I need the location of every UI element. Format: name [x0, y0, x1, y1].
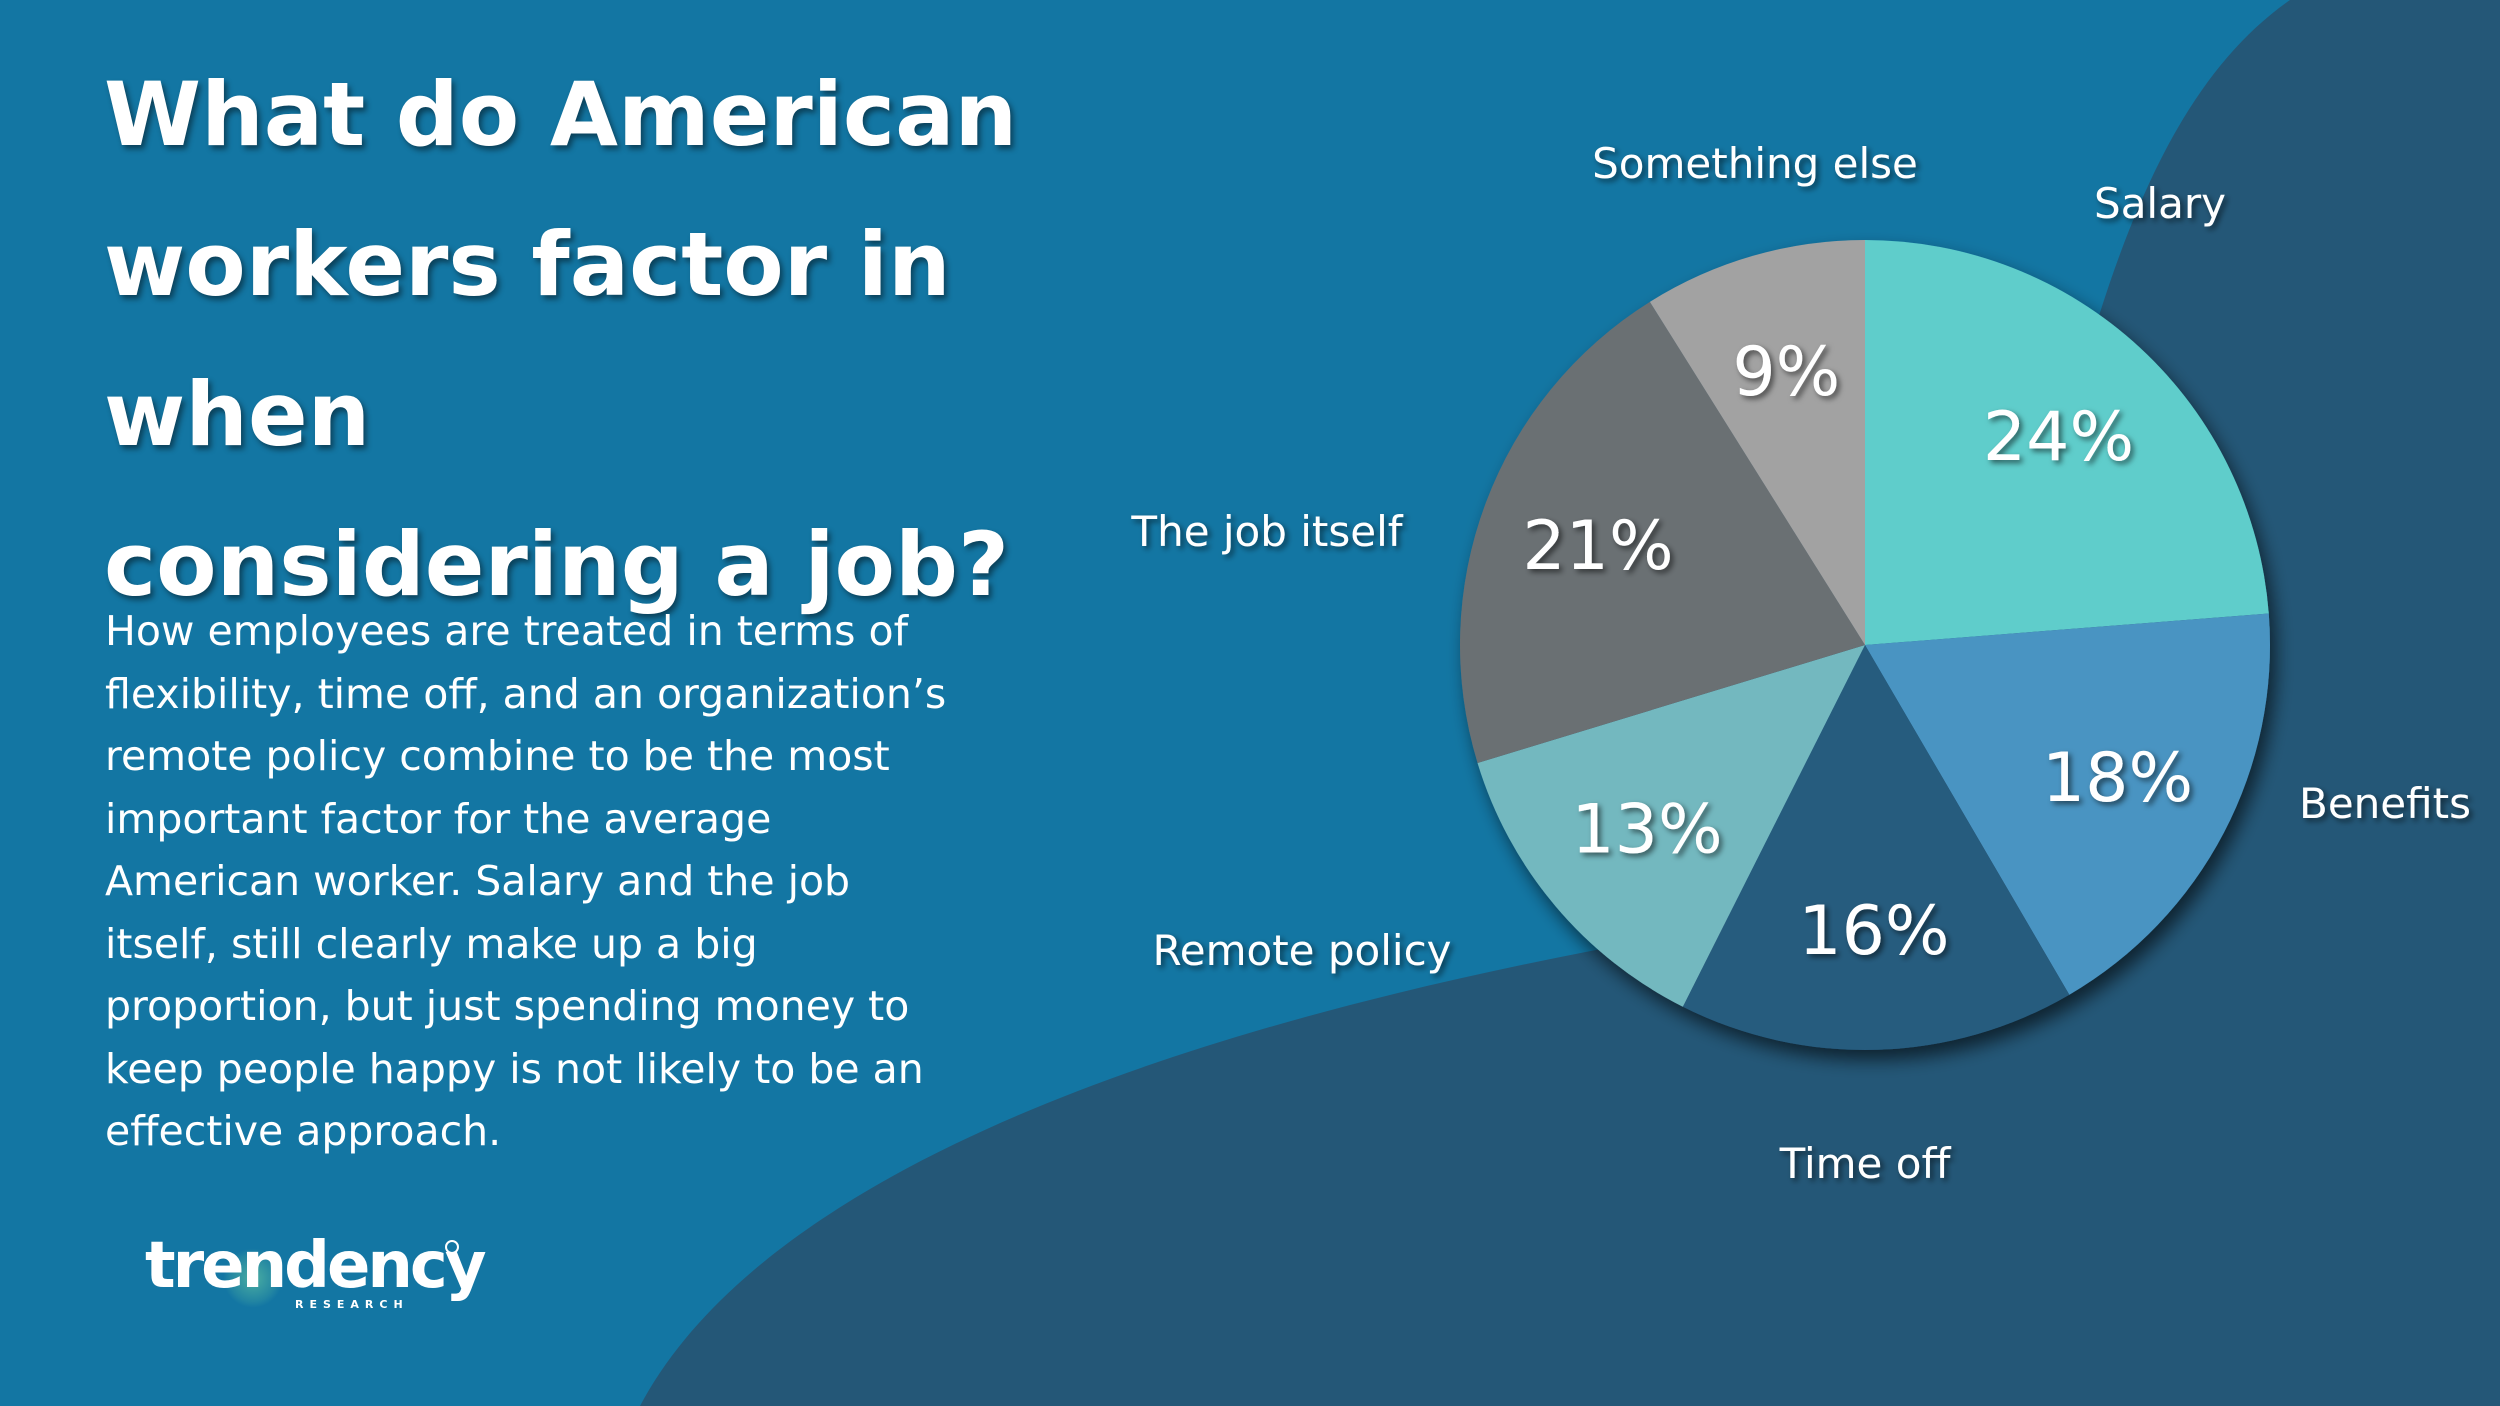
registered-mark-icon	[445, 1240, 459, 1254]
description-line: effective approach.	[105, 1107, 502, 1155]
pie-category-labels: Salary Benefits Time off Remote policy The j…	[1130, 139, 2471, 1188]
pie-category-label: Salary	[2094, 179, 2226, 228]
logo-halo	[223, 1248, 283, 1308]
pie-value-label: 18%	[2042, 739, 2193, 818]
page-title: What do American workers factor in when …	[104, 40, 1164, 640]
trendency-logo: trendency RESEARCH	[145, 1228, 487, 1328]
pie-slice-benefits	[1865, 613, 2271, 995]
logo-subtitle: RESEARCH	[295, 1298, 409, 1311]
pie-category-label: Time off	[1779, 1139, 1952, 1188]
pie-value-label: 24%	[1983, 398, 2134, 477]
pie-value-label: 13%	[1571, 791, 1722, 870]
description-line: flexibility, time off, and an organizati…	[105, 669, 947, 718]
description-line: proportion, but just spending money to	[105, 982, 910, 1030]
description-line: keep people happy is not likely to be an	[105, 1044, 924, 1093]
background-wave	[640, 0, 2500, 1406]
pie-slice-salary	[1865, 240, 2269, 645]
title-line: considering a job?	[104, 513, 1010, 616]
pie-slice-time-off	[1682, 645, 2070, 1051]
pie-category-label: Remote policy	[1152, 926, 1451, 975]
pie-slice-the-job-itself	[1459, 301, 1865, 763]
pie-slice-remote-policy	[1477, 645, 1865, 1007]
description-line: How employees are treated in terms of	[105, 607, 909, 655]
title-line: What do American	[104, 63, 1018, 166]
pie-value-label: 16%	[1798, 892, 1949, 971]
logo-wordmark: trendency	[145, 1229, 487, 1303]
pie-category-label: Benefits	[2299, 779, 2471, 828]
pie-slices	[1459, 240, 2271, 1051]
pie-value-label: 21%	[1522, 507, 1673, 586]
pie-category-label: The job itself	[1130, 507, 1403, 556]
pie-slice-something-else	[1649, 240, 1865, 645]
description-line: itself, still clearly make up a big	[105, 919, 758, 968]
description-line: American worker. Salary and the job	[105, 857, 851, 905]
pie-category-label: Something else	[1592, 139, 1918, 188]
description-line: remote policy combine to be the most	[105, 732, 890, 780]
description-paragraph: How employees are treated in terms of fl…	[105, 600, 1005, 1163]
pie-value-labels: 24% 18% 16% 13% 21% 9%	[1522, 333, 2193, 971]
description-line: important factor for the average	[105, 794, 772, 843]
title-line: workers factor in when	[104, 213, 951, 466]
pie-value-label: 9%	[1732, 333, 1840, 412]
